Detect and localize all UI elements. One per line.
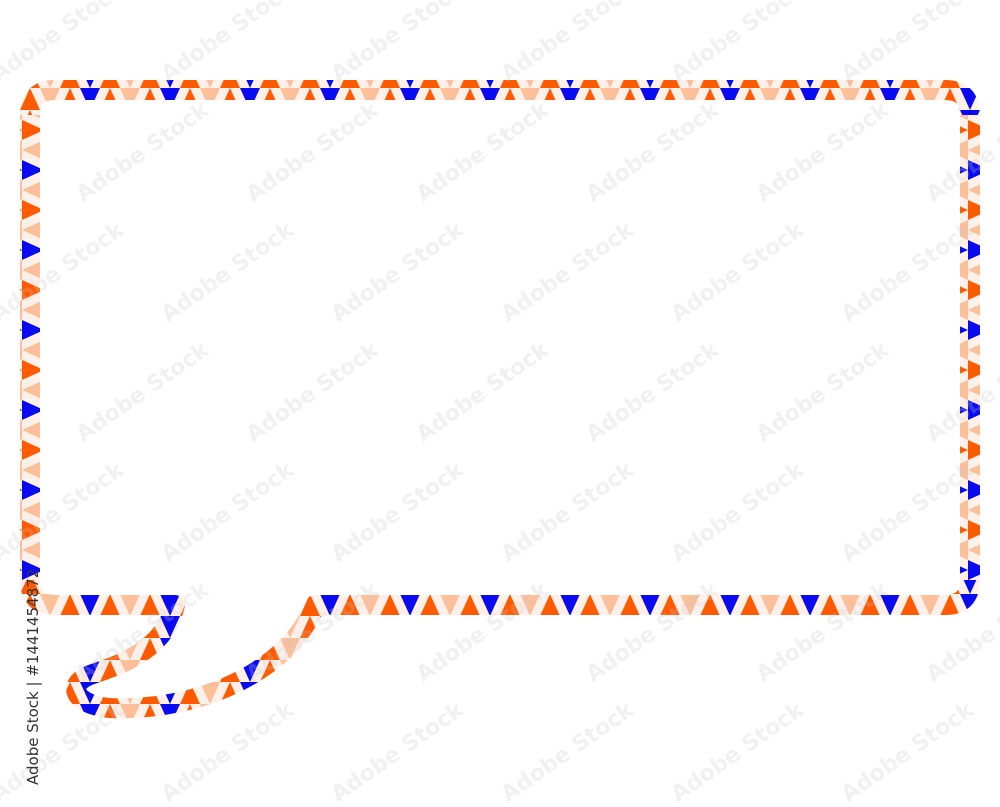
bubble-outline bbox=[20, 80, 980, 719]
bubble-side-edges bbox=[20, 115, 980, 580]
stock-id-label: Adobe Stock | #1441454872 bbox=[24, 568, 42, 785]
